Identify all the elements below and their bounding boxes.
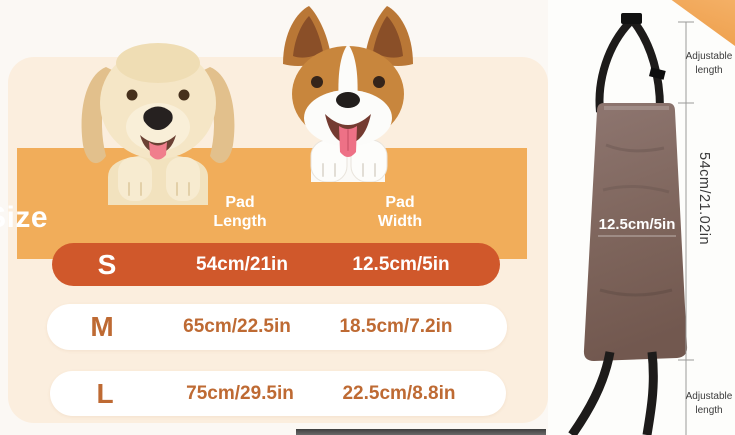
pad-length-label: 54cm/21.02in xyxy=(696,152,712,246)
column-header-pad-length: Pad Length xyxy=(213,194,267,230)
top-strap xyxy=(595,13,666,113)
table-row-size-s: S 54cm/21in 12.5cm/5in xyxy=(52,243,500,286)
size-value: L xyxy=(96,377,114,409)
bottom-divider-bar xyxy=(296,429,546,435)
pad-product-image: 12.5cm/5in xyxy=(568,13,694,435)
pad-width-value: 22.5cm/8.8in xyxy=(342,382,456,404)
length-measure-line xyxy=(678,21,694,435)
table-row-size-l: L 75cm/29.5in 22.5cm/8.8in xyxy=(50,371,506,416)
column-header-pad-width: Pad Width xyxy=(377,194,423,230)
bottom-straps xyxy=(568,351,658,435)
size-value: M xyxy=(90,311,114,342)
pad-length-value: 65cm/22.5in xyxy=(183,316,291,337)
table-row-size-m: M 65cm/22.5in 18.5cm/7.2in xyxy=(47,304,507,350)
table-header-row: Size Pad Length Pad Width xyxy=(0,148,527,259)
pad-length-value: 75cm/29.5in xyxy=(186,382,294,404)
column-header-size: Size xyxy=(0,201,49,234)
pad-width-value: 12.5cm/5in xyxy=(352,253,450,275)
top-adjustable-length-label: Adjustable length xyxy=(685,51,733,76)
pad-width-label: 12.5cm/5in xyxy=(599,216,676,233)
golden-retriever-illustration xyxy=(81,43,235,205)
pad-body xyxy=(583,103,688,361)
bottom-adjustable-length-label: Adjustable length xyxy=(685,391,733,416)
corgi-illustration xyxy=(283,6,413,182)
size-value: S xyxy=(97,248,117,280)
pad-width-value: 18.5cm/7.2in xyxy=(339,316,453,337)
pad-length-value: 54cm/21in xyxy=(196,253,288,275)
